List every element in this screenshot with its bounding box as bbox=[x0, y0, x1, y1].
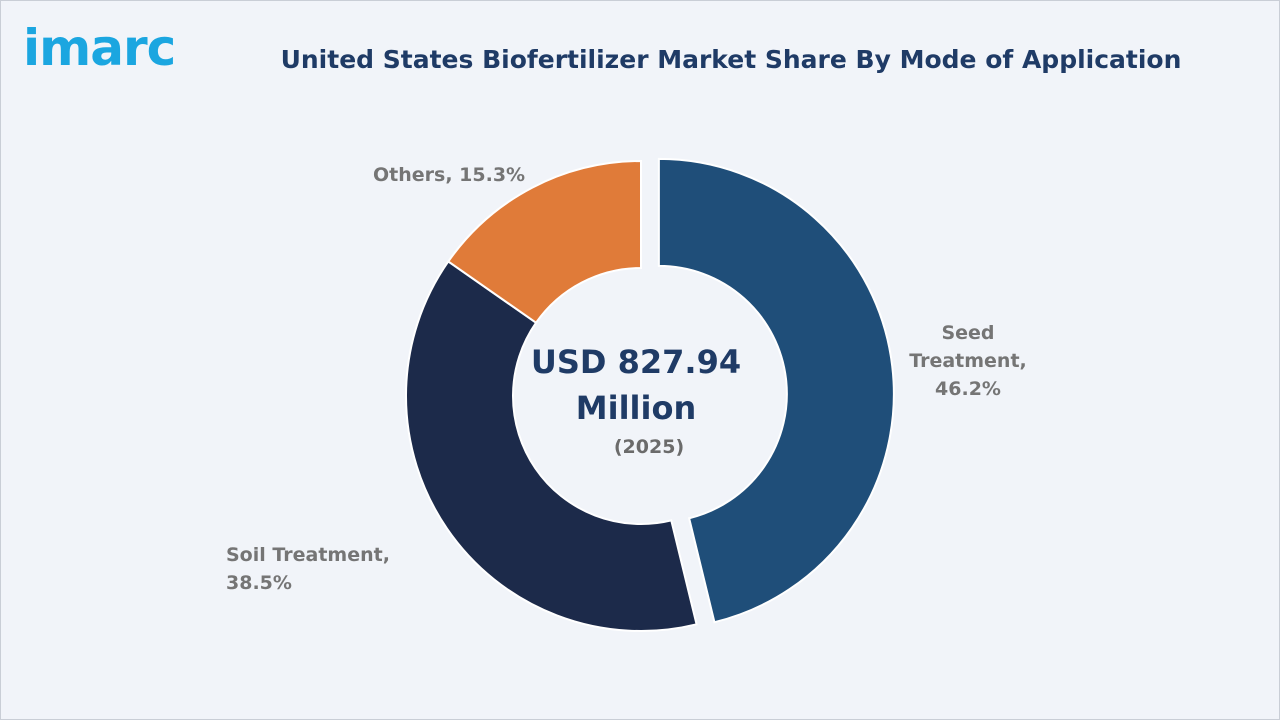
donut-slice-seed-treatment bbox=[657, 157, 895, 624]
slice-label-others: Others, 15.3% bbox=[373, 164, 526, 186]
center-year: (2025) bbox=[613, 436, 685, 458]
imarc-logo: imarc bbox=[23, 19, 176, 77]
slice-label-seed-treatment: Seed Treatment, 46.2% bbox=[909, 322, 1027, 400]
slice-label-soil-treatment: Soil Treatment, 38.5% bbox=[226, 544, 390, 594]
center-total-value: USD 827.94 Million bbox=[530, 343, 742, 427]
donut-slice-others bbox=[446, 159, 642, 325]
chart-title: United States Biofertilizer Market Share… bbox=[280, 45, 1182, 74]
donut-slice-soil-treatment bbox=[405, 260, 698, 632]
